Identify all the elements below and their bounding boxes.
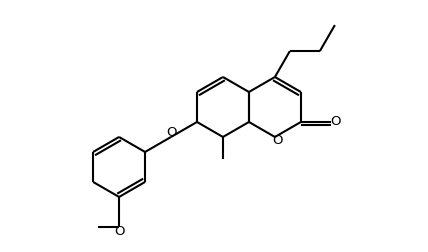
Text: O: O [166,126,176,139]
Text: O: O [330,115,340,129]
Text: O: O [114,225,125,238]
Text: O: O [272,134,282,147]
